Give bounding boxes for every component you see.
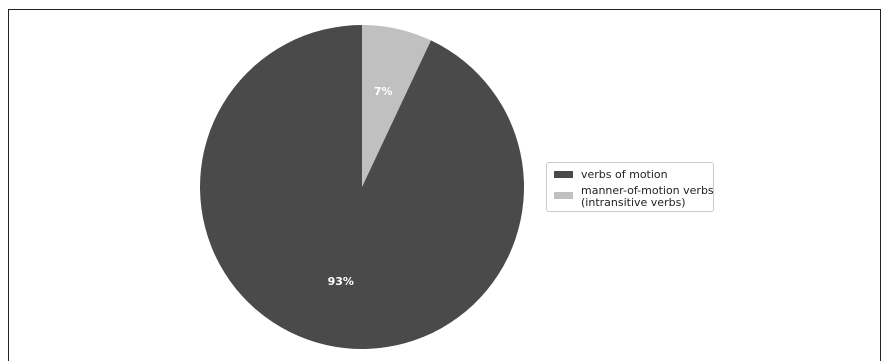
pct-label-verbs-of-motion: 93% — [328, 275, 354, 288]
legend-swatch-manner-of-motion-verbs — [554, 192, 573, 199]
legend: verbs of motion manner-of-motion verbs (… — [546, 162, 714, 212]
legend-label-verbs-of-motion: verbs of motion — [581, 168, 668, 181]
pie-slice-manner-of-motion-verbs — [362, 25, 431, 187]
pie-slice-verbs-of-motion — [200, 25, 525, 350]
chart-frame — [8, 9, 881, 361]
legend-label-manner-of-motion-verbs: manner-of-motion verbs (intransitive ver… — [581, 184, 714, 209]
legend-swatch-verbs-of-motion — [554, 171, 573, 178]
pct-label-manner-of-motion-verbs: 7% — [374, 85, 393, 98]
